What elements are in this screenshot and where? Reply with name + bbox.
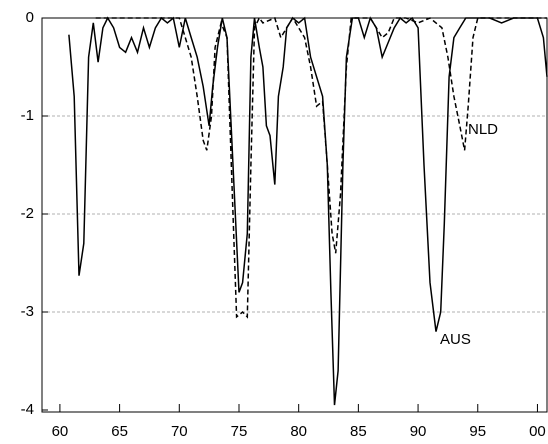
x-tick-label: 65 <box>111 423 128 440</box>
x-tick-label: 95 <box>469 423 486 440</box>
annotation: AUS <box>440 331 471 348</box>
x-tick-label: 80 <box>290 423 307 440</box>
x-tick-label: 00 <box>529 423 546 440</box>
y-tick-label: -1 <box>21 107 34 124</box>
plot-frame <box>41 17 548 413</box>
x-tick-label: 90 <box>410 423 427 440</box>
annotation: NLD <box>468 121 498 138</box>
line-aus <box>68 16 548 406</box>
line-nld <box>95 16 547 319</box>
y-tick-label: -2 <box>21 205 34 222</box>
y-tick-label: -3 <box>21 303 34 320</box>
x-tick-label: 70 <box>171 423 188 440</box>
y-tick-label: 0 <box>26 9 34 26</box>
x-tick-label: 60 <box>52 423 69 440</box>
x-tick-label: 75 <box>231 423 248 440</box>
x-tick-label: 85 <box>350 423 367 440</box>
y-tick-label: -4 <box>21 401 34 418</box>
